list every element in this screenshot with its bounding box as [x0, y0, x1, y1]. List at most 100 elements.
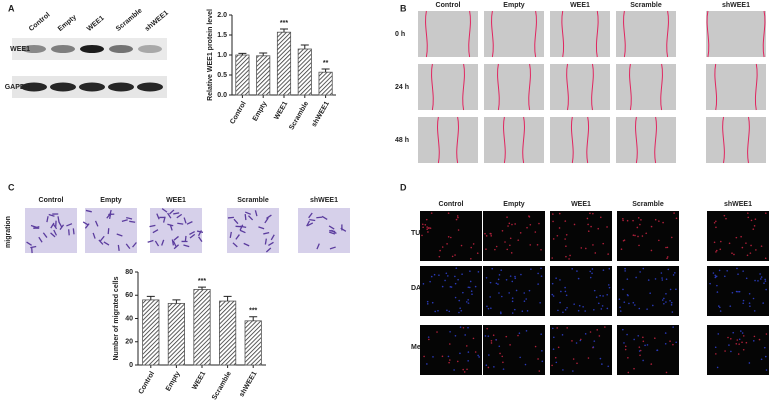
nucleus [571, 340, 573, 342]
nucleus [627, 371, 630, 374]
column-label: Control [39, 197, 64, 204]
nucleus [642, 336, 644, 339]
nucleus [488, 354, 490, 356]
nucleus [713, 221, 716, 224]
cell [227, 216, 234, 219]
nucleus [485, 276, 488, 279]
row-label: WEE1 [10, 46, 30, 53]
nucleus [499, 352, 501, 355]
nucleus [511, 223, 513, 226]
nucleus [422, 226, 424, 229]
nucleus [467, 286, 470, 289]
cell [48, 213, 55, 217]
nucleus [672, 326, 674, 328]
nucleus [636, 226, 639, 229]
nucleus [540, 267, 542, 270]
nucleus [438, 274, 440, 276]
nucleus [541, 360, 544, 363]
nucleus [709, 282, 711, 285]
panel-label: D [400, 182, 407, 192]
nucleus [742, 302, 744, 305]
nucleus [578, 304, 581, 307]
wound-image [484, 117, 544, 163]
cell [254, 210, 258, 217]
wound-edge [666, 10, 669, 58]
cell [161, 239, 165, 246]
lane-label: shWEE1 [144, 10, 170, 33]
nucleus [515, 289, 518, 292]
nucleus [465, 345, 468, 347]
nucleus [748, 362, 751, 364]
nucleus [467, 351, 470, 353]
nucleus [622, 219, 624, 222]
nucleus [558, 212, 561, 215]
nucleus [428, 338, 430, 341]
nucleus [669, 340, 671, 342]
nucleus [453, 369, 455, 371]
nucleus [662, 221, 664, 224]
cell [235, 234, 240, 240]
nucleus [593, 289, 596, 292]
cell [308, 212, 313, 219]
column-label: Empty [100, 197, 122, 204]
lane-label: WEE1 [86, 15, 106, 33]
nucleus [724, 350, 726, 352]
nucleus [568, 258, 570, 260]
nucleus [716, 284, 718, 287]
nucleus [632, 219, 634, 222]
nucleus [425, 218, 428, 221]
blot-band [50, 82, 76, 92]
migration-image [298, 208, 350, 253]
nucleus [555, 361, 558, 364]
nucleus [664, 342, 667, 345]
nucleus [490, 235, 493, 237]
nucleus [670, 304, 673, 306]
nucleus [464, 334, 466, 336]
nucleus [719, 248, 722, 251]
nucleus [558, 227, 561, 229]
nucleus [427, 227, 430, 229]
nucleus [457, 229, 460, 231]
nucleus [634, 304, 636, 306]
nucleus [540, 248, 542, 251]
nucleus [518, 332, 521, 335]
cell [265, 247, 272, 253]
nucleus [735, 236, 738, 239]
nucleus [750, 219, 753, 222]
nucleus [747, 212, 749, 214]
cell [26, 241, 32, 246]
nucleus [520, 273, 522, 276]
nucleus [624, 345, 627, 348]
wound-edge [762, 10, 766, 58]
wound-image [484, 11, 544, 57]
wound-image [484, 64, 544, 110]
nucleus [474, 351, 477, 353]
nucleus [506, 216, 508, 218]
wound-image [706, 117, 766, 163]
nucleus [622, 239, 625, 242]
nucleus [589, 212, 591, 215]
nucleus [765, 288, 767, 291]
wound-image [550, 117, 610, 163]
nucleus [747, 216, 750, 219]
nucleus [556, 234, 559, 237]
wound-image [550, 64, 610, 110]
nucleus [489, 281, 492, 284]
nucleus [426, 300, 429, 303]
nucleus [509, 244, 511, 247]
nucleus [599, 357, 602, 360]
nucleus [741, 341, 743, 344]
nucleus [502, 368, 505, 370]
column-label: WEE1 [166, 197, 186, 204]
cell [42, 232, 48, 238]
fluorescence-image [483, 211, 545, 261]
nucleus [490, 307, 492, 309]
nucleus [673, 212, 675, 214]
wound-edge [468, 10, 471, 58]
y-tick-label: 2.0 [217, 12, 227, 19]
cell [233, 218, 239, 225]
nucleus [736, 339, 739, 341]
nucleus [745, 277, 748, 280]
nucleus [650, 363, 653, 365]
nucleus [433, 273, 436, 276]
